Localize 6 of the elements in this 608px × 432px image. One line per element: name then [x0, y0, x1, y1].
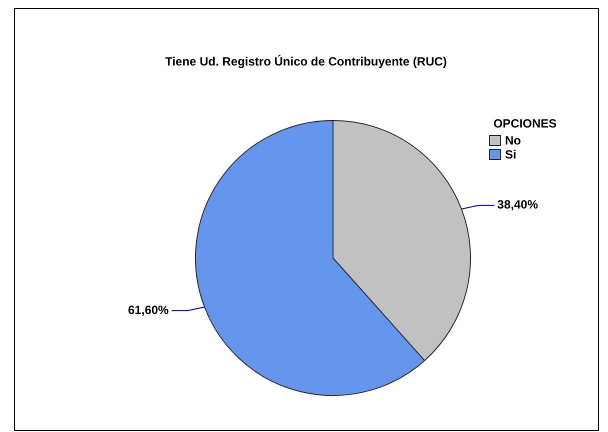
legend-label: Si: [505, 147, 516, 162]
data-label: 38,40%: [497, 198, 538, 212]
data-label: 61,60%: [128, 302, 170, 317]
legend-label: No: [505, 133, 521, 148]
chart-title: Tiene Ud. Registro Único de Contribuyente (RUC): [165, 54, 447, 68]
legend-title: OPCIONES: [493, 116, 557, 130]
